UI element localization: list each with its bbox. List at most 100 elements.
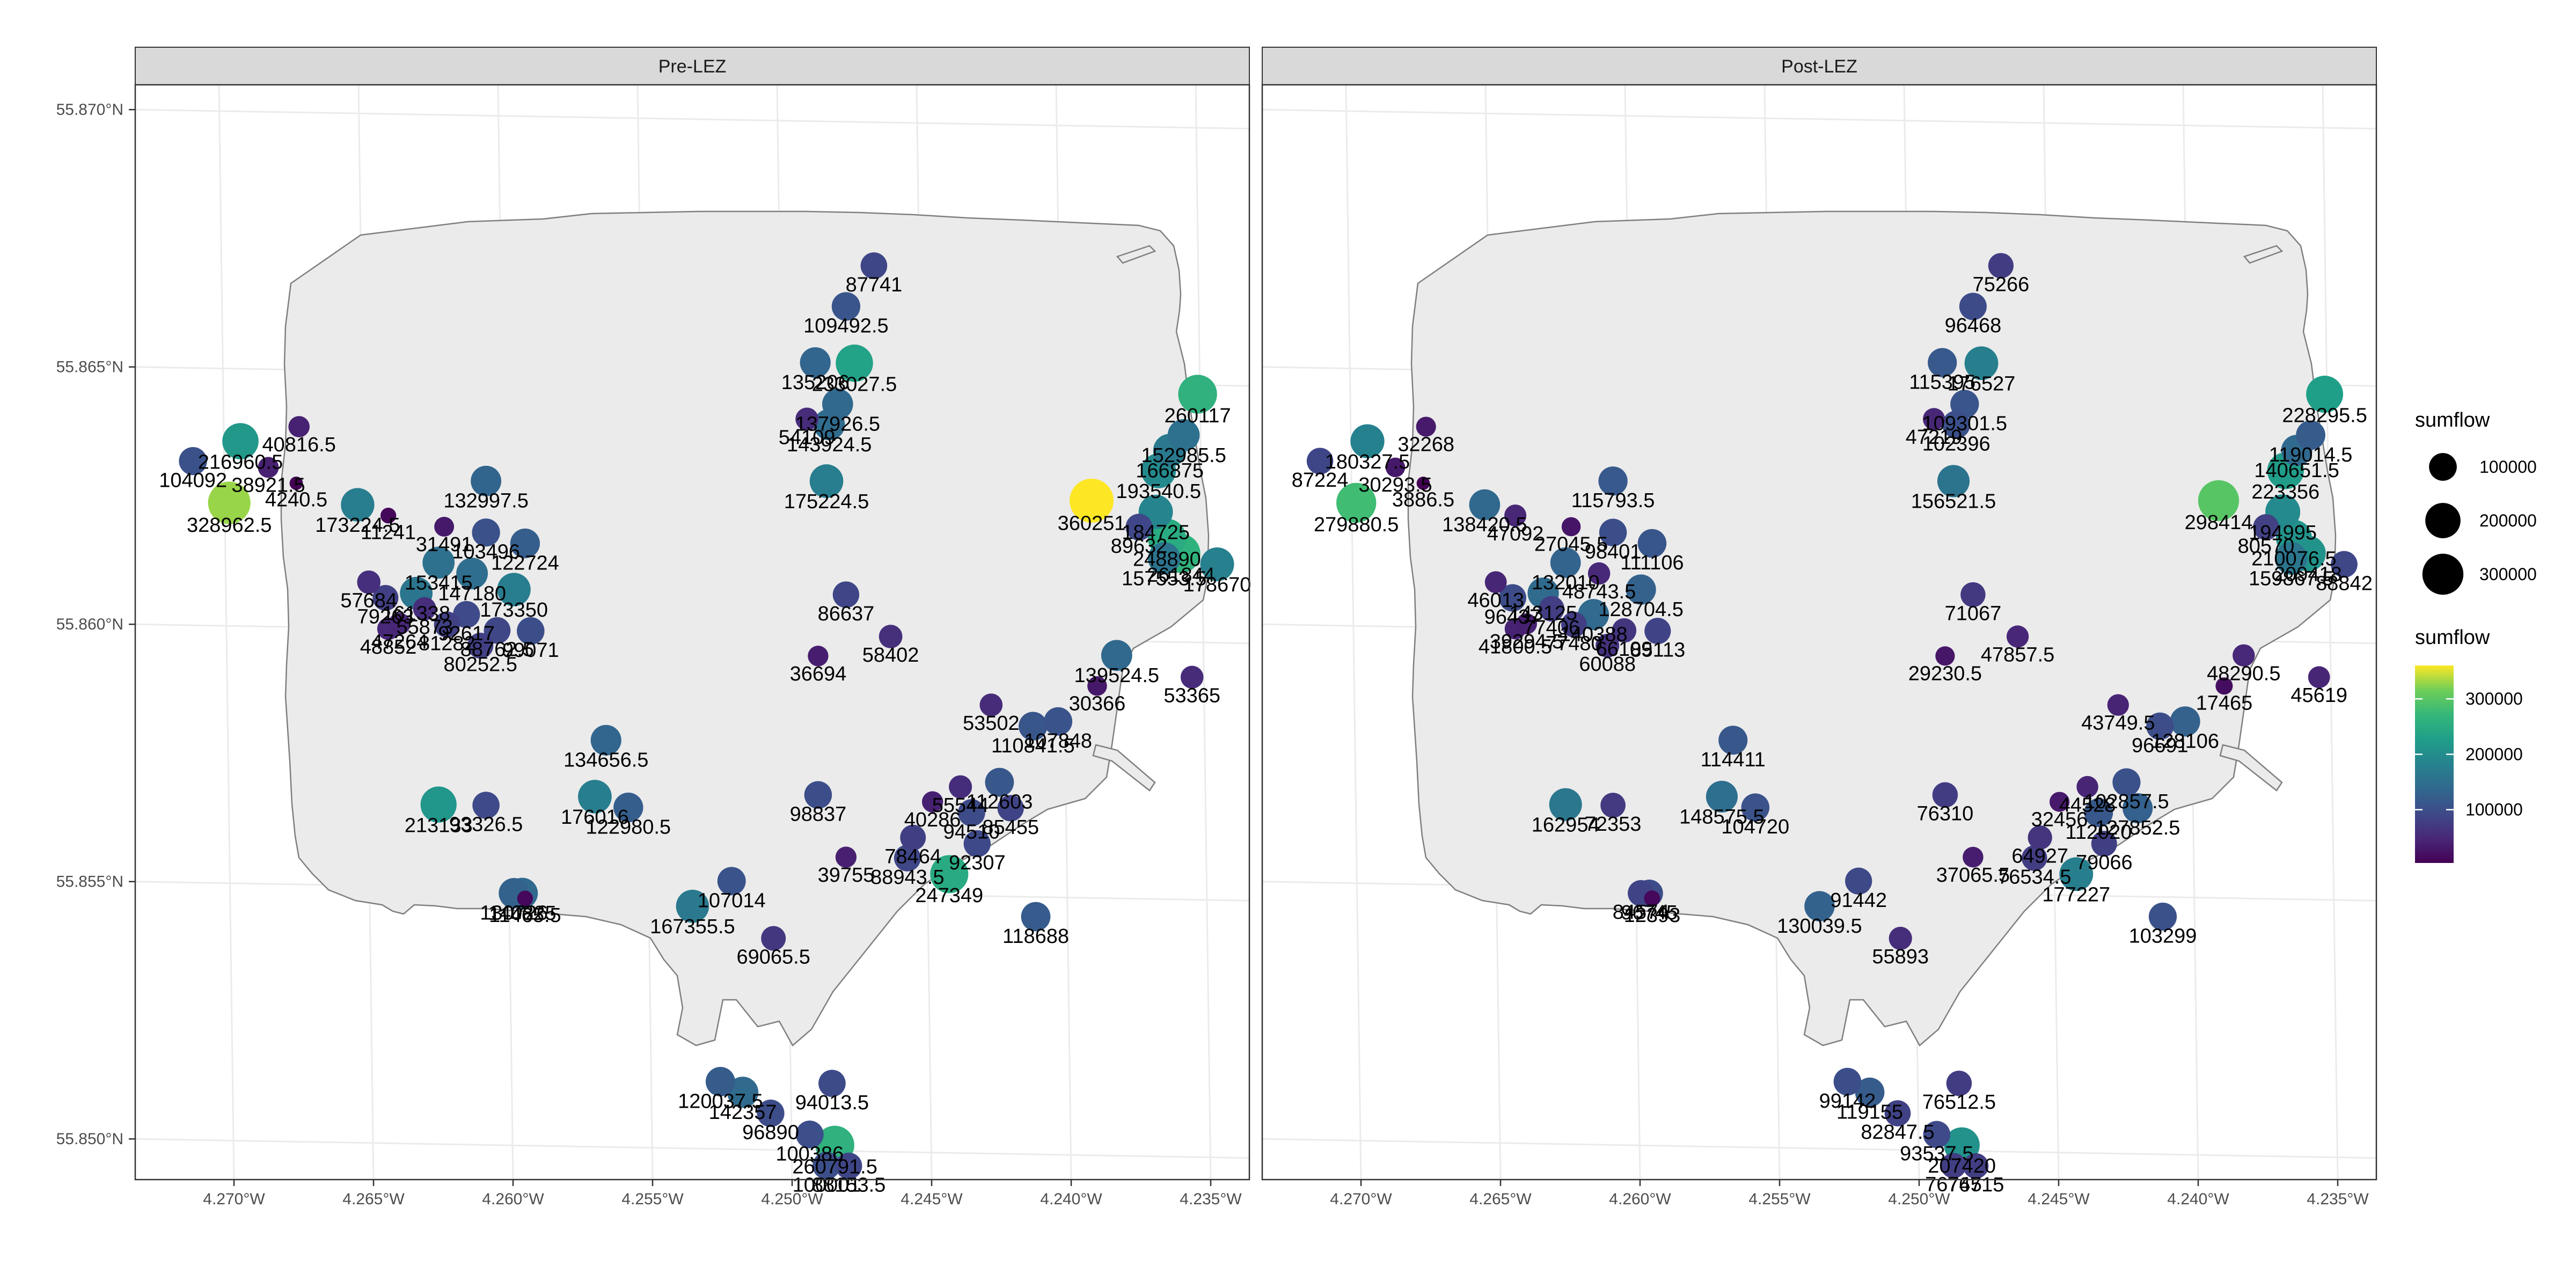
station-point (484, 617, 511, 644)
y-tick-label: 55.855°N (56, 873, 123, 891)
station-point (979, 693, 1003, 716)
station-label: 82847.5 (1861, 1121, 1934, 1144)
station-label: 153415 (405, 572, 473, 594)
station-point (1549, 788, 1582, 821)
station-point (1385, 457, 1406, 478)
y-tick-label: 55.870°N (56, 101, 123, 119)
station-point (795, 1121, 824, 1148)
station-label: 88842 (2316, 573, 2373, 595)
station-label: 360251 (1058, 512, 1126, 535)
station-point (357, 570, 381, 594)
station-point (2274, 542, 2308, 575)
station-label: 72353 (1585, 813, 1642, 836)
station-point (2306, 376, 2344, 413)
station-label: 92617 (438, 623, 495, 645)
grid-line-horizontal (1262, 1138, 2377, 1159)
station-point (963, 830, 991, 858)
station-point (1833, 1067, 1862, 1096)
station-label: 140388 (1560, 624, 1628, 646)
station-point (1178, 375, 1217, 414)
station-point (517, 890, 533, 906)
station-label: 137926.5 (795, 413, 881, 435)
station-label: 112603 (966, 791, 1033, 813)
station-label: 36694 (790, 663, 847, 685)
grid-line-vertical (1345, 84, 1362, 1180)
station-point (578, 780, 612, 814)
station-label: 143924.5 (787, 434, 872, 456)
station-point (452, 601, 480, 628)
station-label: 32456 (2031, 809, 2088, 831)
station-label: 32268 (1397, 434, 1454, 456)
station-label: 99142 (1819, 1090, 1876, 1113)
station-label: 71067 (1945, 602, 2002, 625)
grid-line-horizontal (1262, 108, 2377, 130)
station-label: 109301.5 (1922, 413, 2008, 435)
x-tick-label: 4.265°W (1469, 1190, 1532, 1208)
station-label: 76745 (1925, 1173, 1982, 1196)
station-point (2123, 793, 2153, 824)
x-tick-label: 4.270°W (1330, 1190, 1392, 1208)
station-label: 162954 (1532, 814, 1600, 836)
station-label: 193540.5 (1116, 480, 1202, 503)
pier-outline (1116, 245, 1157, 264)
station-point (1599, 518, 1627, 546)
station-label: 55893 (1872, 946, 1929, 968)
x-tick-label: 4.250°W (1888, 1190, 1950, 1208)
station-point (420, 786, 457, 823)
station-point (818, 1070, 846, 1097)
station-point (2028, 825, 2052, 850)
station-point (1416, 416, 1436, 437)
station-label: 228295.5 (2282, 404, 2367, 427)
station-point (2022, 845, 2047, 871)
y-tick-label: 55.850°N (56, 1130, 123, 1148)
x-tick-label: 4.270°W (203, 1190, 265, 1208)
station-label: 159867.5 (2249, 568, 2334, 590)
station-label: 48743.5 (1562, 581, 1636, 603)
station-label: 75266 (1973, 274, 2030, 296)
station-label: 44528 (2059, 794, 2116, 816)
station-label: 107014 (698, 889, 766, 912)
station-label: 216960.5 (198, 451, 283, 474)
station-label: 38921.5 (231, 474, 305, 497)
station-point (705, 1067, 735, 1096)
station-point (1923, 1121, 1951, 1148)
station-label: 156521.5 (1911, 491, 1996, 513)
station-label: 78464 (884, 845, 941, 868)
station-label: 120037.5 (678, 1090, 763, 1113)
station-label: 94510 (943, 821, 1000, 844)
station-point (2049, 792, 2070, 812)
station-point (2215, 677, 2233, 695)
station-point (1941, 1153, 1966, 1179)
station-label: 115395 (1909, 371, 1975, 393)
station-label: 3886.5 (1392, 488, 1454, 511)
station-point (1125, 514, 1153, 541)
station-point (380, 508, 397, 524)
station-point (879, 625, 903, 648)
station-label: 60088 (1579, 653, 1636, 676)
station-point (1637, 529, 1667, 558)
station-point (1741, 793, 1770, 822)
x-tick-label: 4.260°W (1609, 1190, 1671, 1208)
station-label: 103496 (452, 541, 520, 564)
station-point (613, 792, 643, 823)
station-point (2006, 625, 2029, 648)
station-label: 79263 (357, 606, 414, 628)
station-point (2148, 902, 2177, 931)
station-point (1932, 782, 1958, 808)
station-label: 39755 (818, 864, 875, 887)
station-point (757, 1099, 785, 1128)
x-tick-label: 4.245°W (901, 1190, 963, 1208)
station-point (1988, 253, 2014, 279)
station-point (1928, 348, 1957, 377)
station-label: 138420.5 (1442, 514, 1527, 536)
station-label: 79066 (2076, 852, 2133, 874)
station-point (434, 611, 460, 638)
station-label: 12393 (1624, 904, 1681, 927)
station-label: 140825 (488, 902, 557, 925)
station-point (1706, 780, 1738, 813)
station-label: 119014.5 (2269, 444, 2353, 466)
station-point (1644, 890, 1660, 907)
color-legend-title: sumflow (2415, 626, 2490, 649)
